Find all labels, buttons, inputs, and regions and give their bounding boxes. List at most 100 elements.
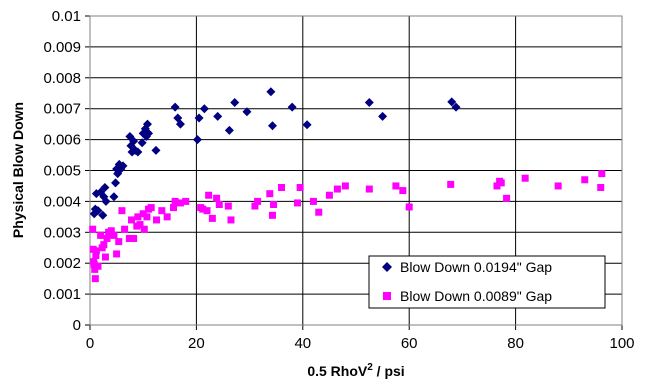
data-point-series-1	[170, 102, 180, 112]
data-point-series-2	[315, 208, 323, 216]
data-point-series-1	[100, 182, 110, 192]
data-point-series-2	[399, 187, 407, 195]
data-point-series-2	[205, 191, 213, 199]
data-point-series-2	[333, 185, 341, 193]
data-point-series-1	[98, 210, 108, 220]
y-axis-title: Physical Blow Down	[10, 102, 26, 238]
data-point-series-1	[213, 111, 223, 121]
y-tick-label: 0.004	[43, 193, 81, 210]
data-point-series-1	[447, 97, 457, 107]
data-point-series-2	[392, 182, 400, 190]
legend-marker-square	[383, 292, 391, 300]
data-point-series-1	[267, 121, 277, 131]
data-point-series-2	[158, 207, 166, 215]
data-point-series-2	[163, 213, 171, 221]
x-tick-label: 60	[401, 335, 418, 352]
data-point-series-1	[93, 206, 103, 216]
data-point-series-2	[215, 200, 223, 208]
data-point-series-2	[101, 253, 109, 261]
data-point-series-1	[199, 104, 209, 114]
data-point-series-2	[581, 176, 589, 184]
y-axis-ticks: 0 0.001 0.002 0.003 0.004 0.005 0.006 0.007 0.00…	[43, 8, 81, 334]
data-point-series-2	[554, 182, 562, 190]
data-point-series-2	[110, 231, 118, 239]
x-axis-title-main: 0.5 RhoV	[307, 363, 368, 379]
data-point-series-2	[89, 225, 97, 233]
data-point-series-2	[134, 213, 142, 221]
x-tick-label: 20	[188, 335, 205, 352]
data-point-series-2	[94, 262, 102, 270]
y-tick-label: 0.001	[43, 286, 81, 303]
data-point-series-2	[92, 251, 100, 259]
data-point-series-2	[278, 183, 286, 191]
data-point-series-2	[266, 190, 274, 198]
data-point-series-2	[213, 194, 221, 202]
x-axis-title-superscript: 2	[367, 362, 373, 373]
y-tick-label: 0	[73, 317, 81, 334]
y-tick-label: 0.008	[43, 70, 81, 87]
x-axis-title: 0.5 RhoV2 / psi	[307, 362, 404, 379]
data-point-series-2	[139, 210, 147, 218]
data-point-series-2	[140, 225, 148, 233]
data-point-series-2	[199, 205, 207, 213]
data-point-series-1	[242, 107, 252, 117]
data-point-series-2	[97, 231, 105, 239]
data-point-series-2	[447, 180, 455, 188]
data-point-series-2	[224, 202, 232, 210]
y-tick-label: 0.007	[43, 101, 81, 118]
data-point-series-2	[147, 204, 155, 212]
data-point-series-1	[129, 136, 139, 146]
data-point-series-1	[118, 161, 128, 171]
data-point-series-2	[91, 275, 99, 283]
data-point-series-2	[309, 197, 317, 205]
data-point-series-2	[251, 202, 259, 210]
data-point-series-1	[378, 111, 388, 121]
data-point-series-2	[125, 234, 133, 242]
data-point-series-1	[133, 147, 143, 157]
data-point-series-2	[127, 216, 135, 224]
data-point-series-2	[118, 207, 126, 215]
data-point-series-1	[151, 145, 161, 155]
data-point-series-2	[365, 185, 373, 193]
legend-label-series-2: Blow Down 0.0089" Gap	[400, 288, 552, 304]
data-point-series-2	[171, 197, 179, 205]
data-point-series-1	[224, 125, 234, 135]
data-point-series-1	[142, 119, 152, 129]
y-tick-label: 0.002	[43, 255, 81, 272]
data-point-series-2	[176, 199, 184, 207]
data-point-series-2	[103, 234, 111, 242]
data-point-series-2	[107, 227, 115, 235]
data-point-series-2	[254, 197, 262, 205]
data-point-series-2	[143, 213, 151, 221]
data-point-series-2	[113, 250, 121, 258]
y-tick-label: 0.01	[52, 8, 81, 25]
data-point-series-1	[111, 178, 121, 188]
data-point-series-1	[137, 138, 147, 148]
data-point-series-2	[182, 197, 190, 205]
data-point-series-1	[144, 128, 154, 138]
data-point-series-2	[497, 179, 505, 187]
y-tick-label: 0.006	[43, 132, 81, 149]
y-tick-label: 0.009	[43, 39, 81, 56]
x-tick-label: 100	[609, 335, 634, 352]
plot-border	[89, 15, 623, 326]
data-point-series-2	[293, 199, 301, 207]
data-point-series-2	[90, 261, 98, 269]
data-point-series-2	[170, 204, 178, 212]
data-point-series-2	[597, 183, 605, 191]
legend: Blow Down 0.0194" Gap Blow Down 0.0089" …	[368, 255, 606, 309]
data-point-series-2	[153, 216, 160, 224]
data-point-series-1	[364, 98, 374, 108]
data-point-series-1	[451, 102, 461, 112]
data-point-series-2	[493, 182, 501, 190]
x-axis-title-tail: / psi	[373, 363, 405, 379]
legend-marker-diamond	[382, 262, 392, 272]
data-point-series-1	[109, 192, 119, 202]
data-point-series-1	[302, 120, 312, 130]
data-points	[89, 87, 606, 283]
legend-box	[368, 255, 606, 309]
data-point-series-2	[227, 216, 235, 224]
data-point-series-1	[266, 87, 276, 97]
data-point-series-2	[136, 221, 144, 229]
